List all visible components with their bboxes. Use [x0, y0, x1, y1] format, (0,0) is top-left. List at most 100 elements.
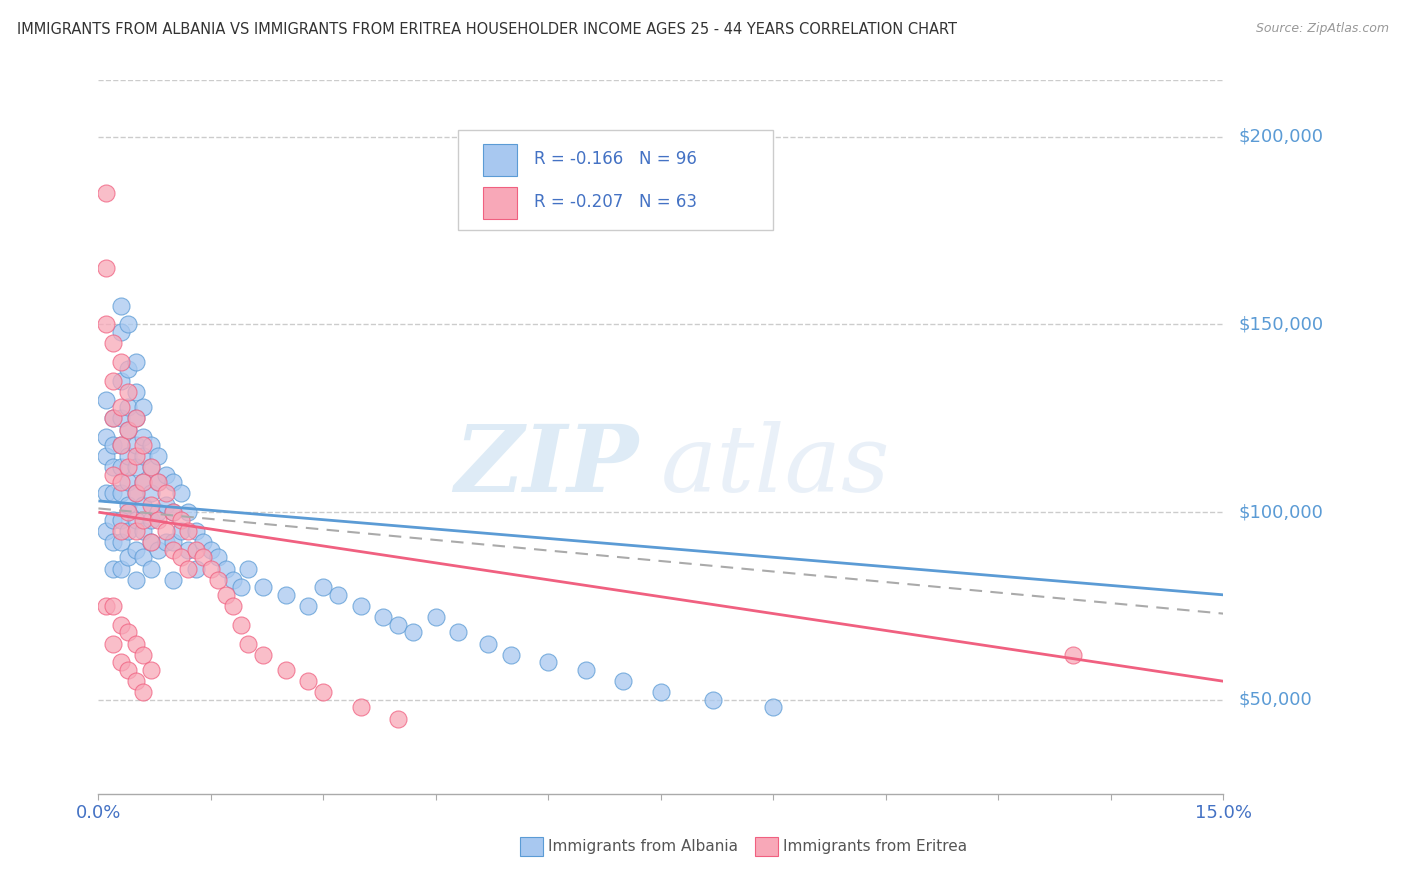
Point [132, 475, 155, 490]
Point [125, 411, 148, 425]
Point [312, 685, 335, 699]
Point [117, 475, 139, 490]
Point [94, 486, 117, 500]
Point [103, 411, 125, 425]
Point [139, 513, 162, 527]
Point [193, 535, 215, 549]
Point [162, 505, 184, 519]
Point [274, 663, 297, 677]
Point [155, 524, 177, 538]
Point [132, 685, 155, 699]
Point [537, 656, 560, 670]
Bar [484, 144, 517, 176]
Point [177, 505, 200, 519]
Point [94, 524, 117, 538]
Point [402, 625, 425, 640]
Point [117, 423, 139, 437]
Point [387, 712, 409, 726]
Point [274, 588, 297, 602]
Point [132, 400, 155, 414]
Point [387, 618, 409, 632]
Point [238, 637, 260, 651]
Point [117, 400, 139, 414]
Bar [484, 186, 517, 219]
Point [499, 648, 522, 662]
Point [117, 505, 139, 519]
Point [117, 524, 139, 538]
Point [110, 618, 132, 632]
Point [184, 524, 207, 538]
Point [125, 486, 148, 500]
Point [155, 535, 177, 549]
Point [612, 674, 634, 689]
Point [94, 261, 117, 276]
Point [373, 610, 395, 624]
Point [94, 599, 117, 613]
Point [139, 561, 162, 575]
Point [132, 524, 155, 538]
Point [110, 561, 132, 575]
Point [94, 430, 117, 444]
Point [110, 475, 132, 490]
Point [762, 700, 785, 714]
Point [103, 467, 125, 482]
Point [103, 561, 125, 575]
Point [117, 384, 139, 399]
Point [170, 550, 193, 565]
Point [125, 542, 148, 557]
Point [170, 486, 193, 500]
Point [177, 561, 200, 575]
Point [103, 336, 125, 351]
Point [207, 573, 229, 587]
Point [103, 599, 125, 613]
Point [132, 437, 155, 451]
Point [139, 663, 162, 677]
Point [425, 610, 447, 624]
Point [125, 486, 148, 500]
Point [148, 449, 170, 463]
Point [110, 355, 132, 369]
Point [200, 561, 222, 575]
Point [162, 505, 184, 519]
Point [155, 467, 177, 482]
Point [650, 685, 672, 699]
Point [222, 573, 245, 587]
Point [132, 498, 155, 512]
Point [252, 648, 274, 662]
Point [110, 535, 132, 549]
Text: R = -0.166   N = 96: R = -0.166 N = 96 [534, 151, 696, 169]
Point [215, 588, 238, 602]
Point [252, 580, 274, 594]
Point [162, 535, 184, 549]
Point [94, 318, 117, 332]
Point [702, 693, 724, 707]
Point [110, 486, 132, 500]
Text: $100,000: $100,000 [1239, 503, 1323, 521]
Point [125, 637, 148, 651]
Point [170, 513, 193, 527]
Point [132, 550, 155, 565]
Point [94, 449, 117, 463]
Point [125, 437, 148, 451]
Point [110, 411, 132, 425]
Point [117, 318, 139, 332]
Point [477, 637, 499, 651]
Point [110, 460, 132, 475]
Point [117, 498, 139, 512]
Point [125, 460, 148, 475]
Point [193, 550, 215, 565]
Text: Source: ZipAtlas.com: Source: ZipAtlas.com [1256, 22, 1389, 36]
Point [238, 561, 260, 575]
Point [207, 550, 229, 565]
Point [117, 362, 139, 376]
Point [139, 460, 162, 475]
Point [297, 599, 319, 613]
Point [177, 542, 200, 557]
Point [110, 437, 132, 451]
Text: Immigrants from Eritrea: Immigrants from Eritrea [783, 839, 967, 854]
Point [103, 374, 125, 388]
Point [350, 599, 373, 613]
Point [110, 299, 132, 313]
Point [162, 542, 184, 557]
Point [117, 423, 139, 437]
